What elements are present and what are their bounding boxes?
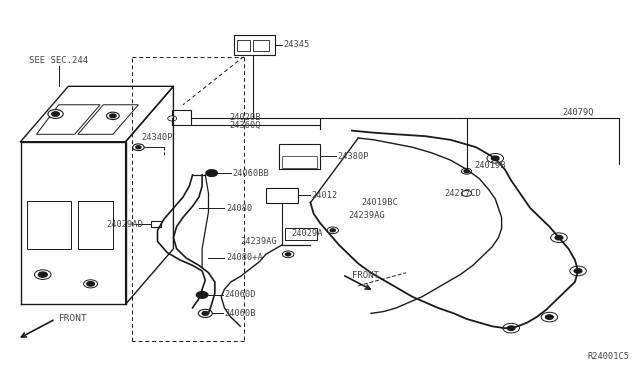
- Circle shape: [282, 251, 294, 258]
- Circle shape: [461, 168, 472, 174]
- Circle shape: [327, 227, 339, 234]
- Text: 24029A: 24029A: [291, 230, 323, 238]
- Circle shape: [106, 112, 119, 119]
- Text: 24029AD: 24029AD: [106, 219, 143, 228]
- Text: R24001C5: R24001C5: [587, 352, 629, 361]
- Bar: [278, 144, 320, 169]
- Bar: [237, 40, 250, 51]
- Text: FRONT: FRONT: [59, 314, 88, 323]
- Circle shape: [503, 323, 520, 333]
- Circle shape: [550, 233, 567, 243]
- Bar: [27, 201, 72, 249]
- Circle shape: [109, 114, 116, 118]
- Text: 24019B: 24019B: [474, 161, 506, 170]
- Text: 24239AG: 24239AG: [349, 211, 385, 220]
- Circle shape: [206, 170, 218, 176]
- Circle shape: [168, 116, 177, 121]
- Circle shape: [570, 266, 586, 276]
- Text: 24079Q: 24079Q: [562, 108, 594, 117]
- Text: 24060D: 24060D: [225, 291, 256, 299]
- Circle shape: [464, 170, 469, 173]
- Text: 24239AG: 24239AG: [241, 237, 277, 246]
- Circle shape: [198, 310, 212, 317]
- Circle shape: [87, 282, 95, 286]
- Text: 24020B: 24020B: [229, 113, 260, 122]
- Text: 24012: 24012: [312, 191, 338, 200]
- Bar: [151, 221, 161, 227]
- Circle shape: [35, 270, 51, 279]
- Bar: [253, 40, 269, 51]
- Circle shape: [196, 292, 208, 298]
- Circle shape: [461, 190, 472, 196]
- Circle shape: [555, 235, 563, 240]
- Circle shape: [38, 272, 47, 277]
- Text: 24060B: 24060B: [225, 309, 256, 318]
- Text: 24360Q: 24360Q: [229, 121, 260, 129]
- Bar: [78, 201, 113, 249]
- Circle shape: [508, 326, 515, 330]
- Circle shape: [136, 146, 141, 149]
- Text: 24080+A: 24080+A: [227, 253, 263, 263]
- Text: 24080: 24080: [227, 203, 253, 213]
- Circle shape: [285, 253, 291, 256]
- Bar: [234, 35, 275, 55]
- Circle shape: [487, 154, 504, 163]
- Text: 24380P: 24380P: [337, 152, 369, 161]
- Bar: [266, 188, 298, 203]
- Circle shape: [330, 229, 335, 232]
- Circle shape: [574, 269, 582, 273]
- Circle shape: [492, 156, 499, 161]
- Text: 24060BB: 24060BB: [232, 169, 269, 177]
- Text: 24217CD: 24217CD: [444, 189, 481, 198]
- Circle shape: [541, 312, 557, 322]
- Text: SEE SEC.244: SEE SEC.244: [29, 56, 88, 65]
- Bar: [285, 228, 317, 240]
- Bar: [172, 110, 191, 125]
- Circle shape: [132, 144, 144, 151]
- Text: FRONT: FRONT: [352, 271, 379, 280]
- Circle shape: [52, 112, 60, 116]
- Circle shape: [202, 311, 209, 315]
- Circle shape: [48, 110, 63, 118]
- Circle shape: [84, 280, 98, 288]
- Text: 24340P: 24340P: [141, 134, 173, 142]
- Text: 24345: 24345: [283, 40, 309, 49]
- Bar: [282, 157, 317, 167]
- Circle shape: [545, 315, 553, 319]
- Text: 24019BC: 24019BC: [362, 198, 398, 207]
